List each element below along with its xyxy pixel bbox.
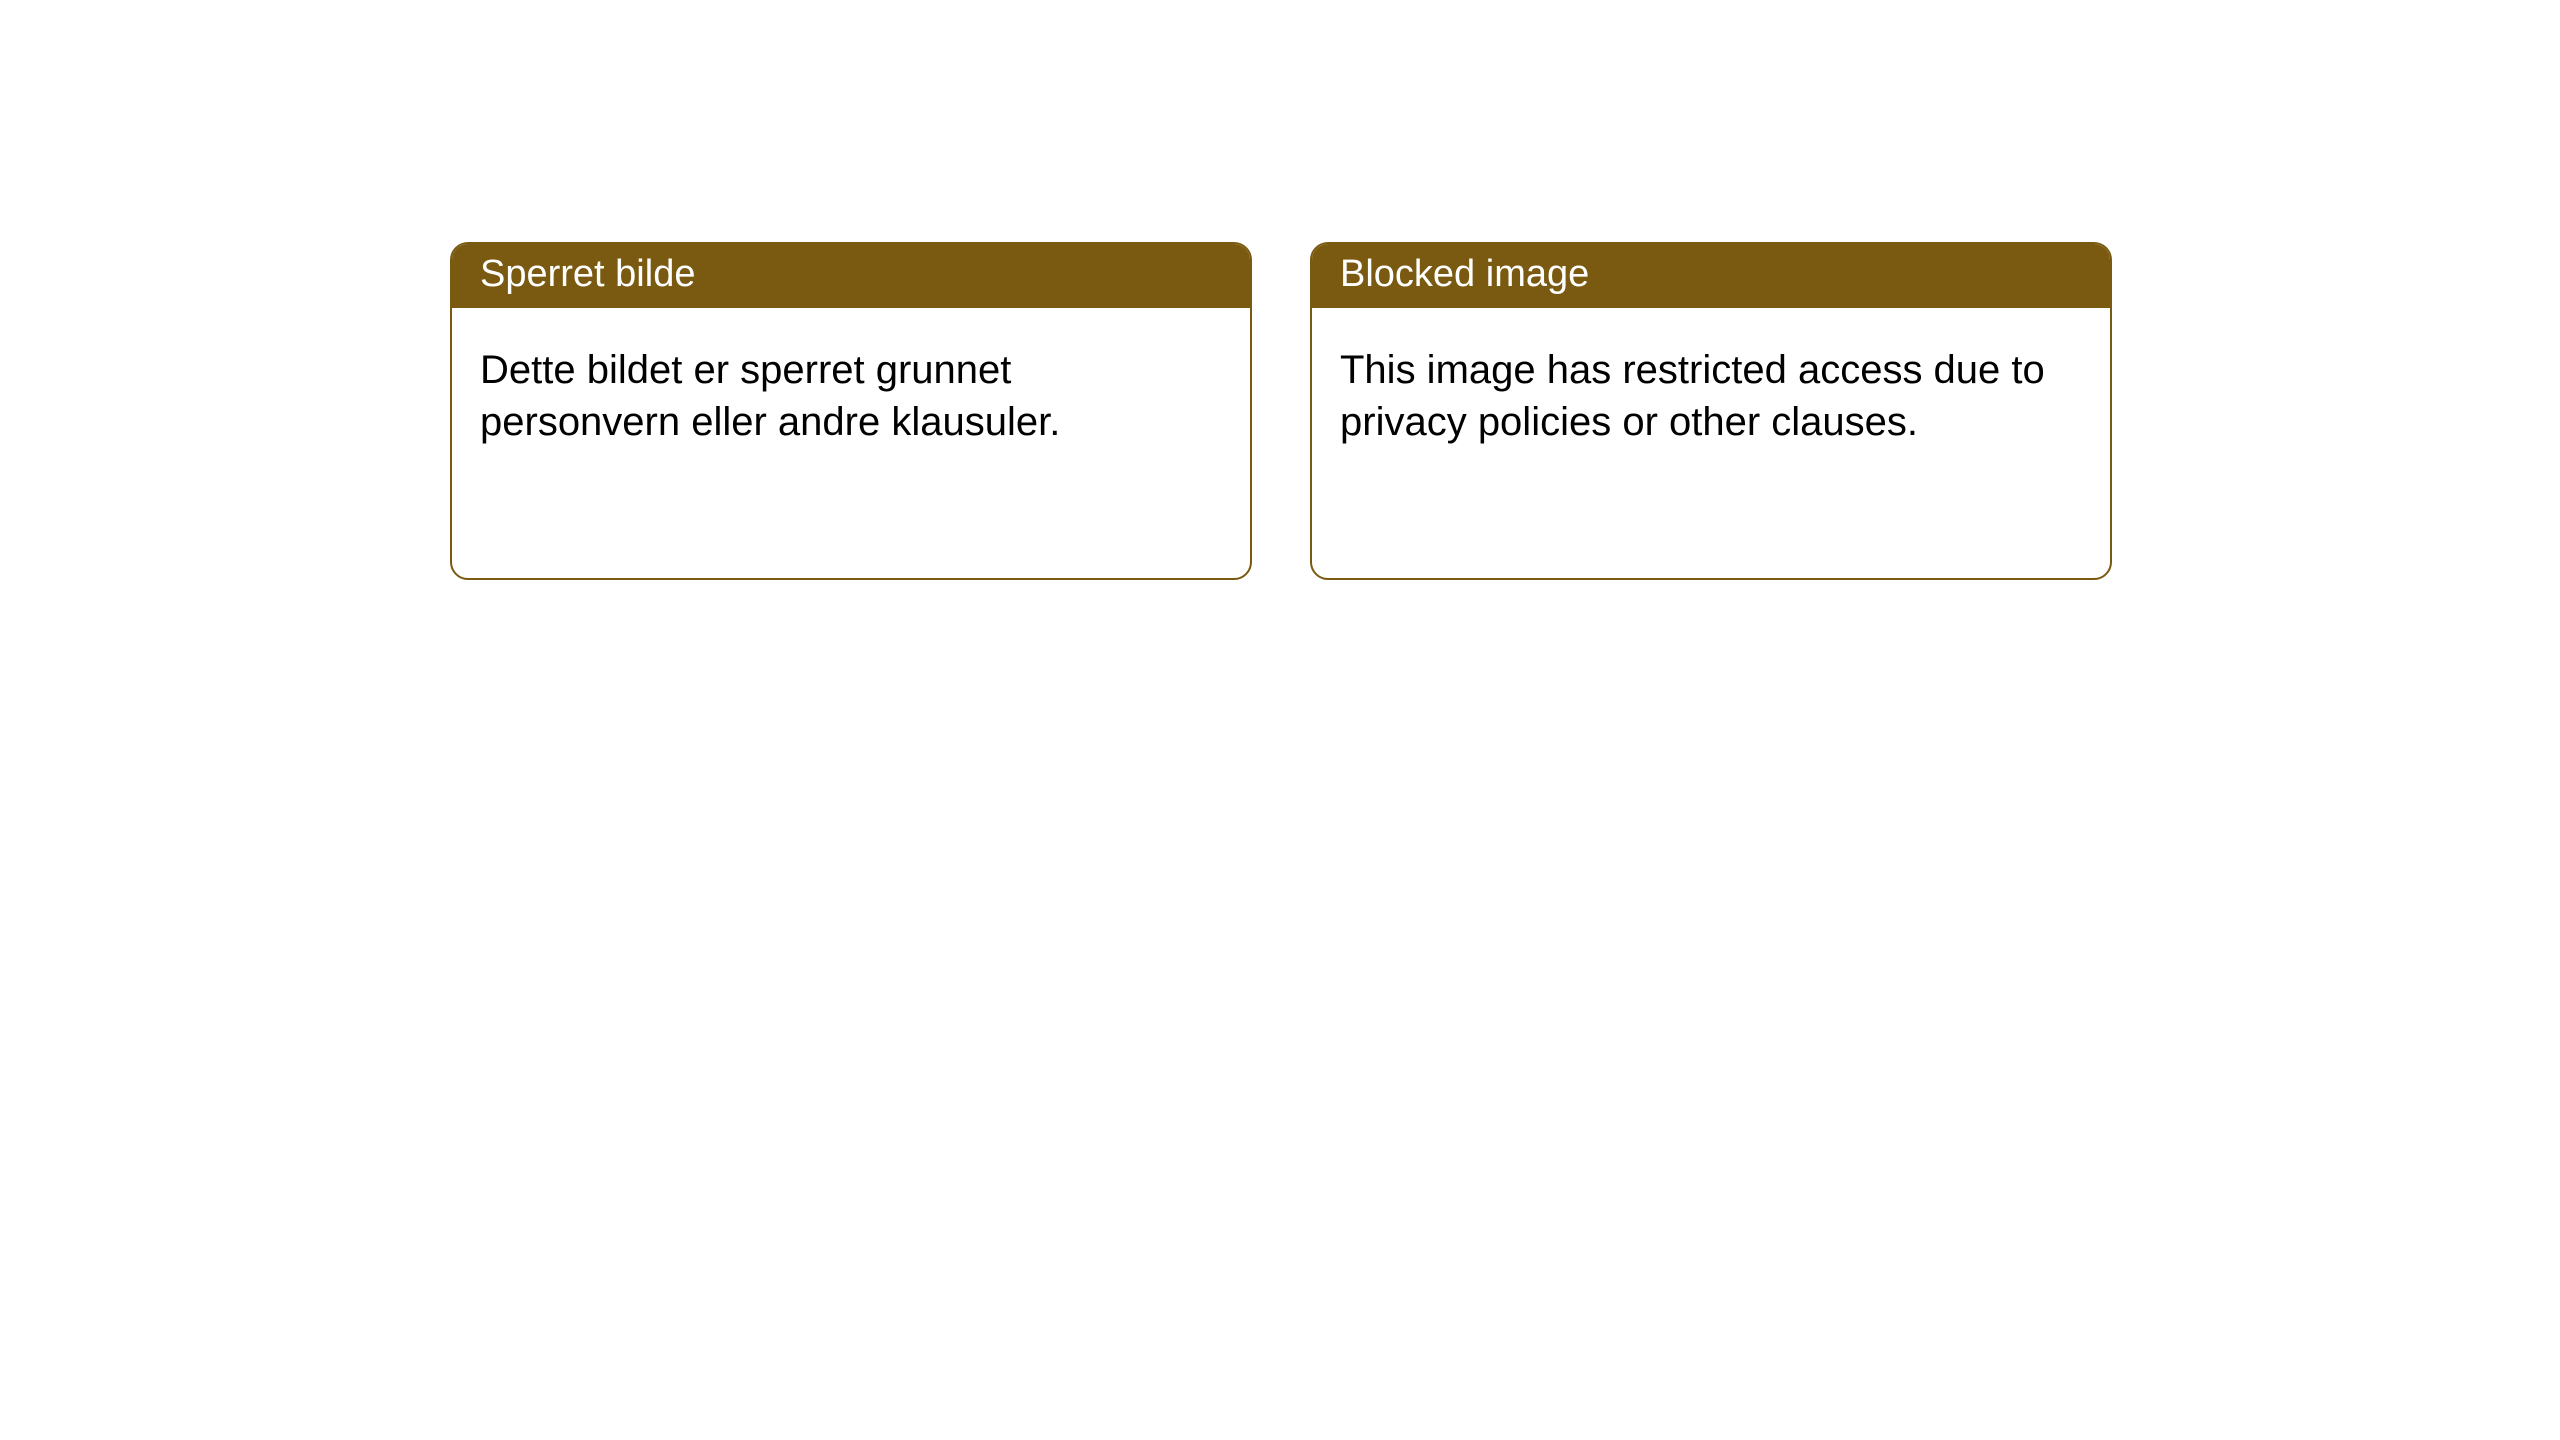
notice-container: Sperret bilde Dette bildet er sperret gr… [0, 0, 2560, 580]
notice-message-no: Dette bildet er sperret grunnet personve… [452, 308, 1250, 478]
notice-title-en: Blocked image [1312, 244, 2110, 308]
notice-card-no: Sperret bilde Dette bildet er sperret gr… [450, 242, 1252, 580]
notice-message-en: This image has restricted access due to … [1312, 308, 2110, 478]
notice-card-en: Blocked image This image has restricted … [1310, 242, 2112, 580]
notice-title-no: Sperret bilde [452, 244, 1250, 308]
